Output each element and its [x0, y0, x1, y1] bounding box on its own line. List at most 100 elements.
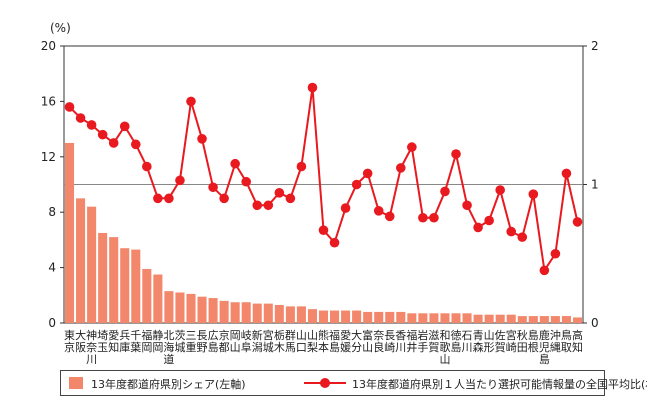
line-point [572, 217, 583, 227]
category-label: 熊 [318, 328, 329, 342]
category-label: 梨 [307, 340, 318, 354]
y-right-tick-label: 0 [591, 316, 599, 330]
line-point [506, 226, 517, 237]
category-label: 長 [197, 329, 208, 342]
y-left-tick-label: 12 [41, 150, 56, 164]
line-point [252, 200, 263, 211]
category-label: 山 [307, 329, 318, 342]
category-label: 新 [252, 328, 263, 342]
category-label: 高 [572, 328, 583, 342]
line-point [296, 161, 307, 172]
category-label: 城 [174, 341, 185, 354]
y-left-unit: (%) [50, 21, 71, 35]
bar [385, 311, 395, 323]
bar [495, 314, 505, 323]
bar [517, 316, 527, 323]
bar [429, 313, 439, 323]
category-label: 島 [528, 328, 539, 342]
category-label: 取 [561, 341, 572, 354]
y-left-tick-label: 8 [48, 205, 56, 219]
category-label: 根 [528, 340, 539, 354]
bar [131, 249, 141, 323]
bar [407, 313, 417, 323]
category-label: 山 [230, 341, 241, 354]
category-label: 北 [163, 329, 174, 342]
category-label: 山 [439, 353, 450, 366]
bar [528, 316, 538, 323]
line-point [373, 206, 384, 216]
category-label: 庫 [119, 340, 130, 354]
category-label: 奈 [373, 328, 384, 342]
category-label: 長 [384, 329, 395, 342]
bar [341, 310, 351, 323]
bar [572, 317, 583, 323]
category-label: 野 [197, 341, 208, 354]
line-point [130, 139, 141, 150]
bar [252, 303, 262, 323]
category-label: 岡 [141, 341, 152, 354]
category-label: 福 [406, 328, 417, 342]
legend-bar-swatch [69, 377, 83, 389]
bar [296, 306, 306, 323]
category-label: 手 [417, 340, 428, 354]
category-label: 口 [296, 341, 307, 354]
category-label: 馬 [285, 341, 296, 354]
category-label: 広 [208, 329, 219, 342]
y-right-tick-label: 1 [591, 178, 599, 192]
category-label: 栃 [274, 328, 285, 342]
category-label: 形 [484, 341, 495, 354]
bar [539, 316, 549, 323]
legend-line-label: 13年度都道府県別１人当たり選択可能情報量の全国平均比(右軸) [352, 378, 647, 391]
bar [175, 292, 185, 323]
bar [506, 314, 516, 323]
line-point [219, 193, 229, 204]
category-label: 川 [86, 353, 97, 366]
category-label: 分 [351, 341, 362, 354]
y-left-tick-label: 4 [48, 261, 56, 275]
line-point [175, 175, 185, 186]
line-point [362, 168, 373, 179]
category-label: 崎 [384, 340, 395, 354]
line-point [351, 179, 362, 190]
category-label: 木 [274, 341, 285, 354]
y-left-tick-label: 0 [48, 316, 56, 330]
bar [318, 310, 329, 323]
line-point [230, 158, 240, 169]
category-label: 滋 [428, 329, 439, 342]
bar [396, 311, 406, 323]
bar [64, 142, 75, 323]
bar [274, 304, 284, 323]
line-point [395, 163, 406, 173]
line-point [119, 121, 130, 132]
category-label: 茨 [174, 328, 185, 342]
category-label: 田 [517, 341, 528, 354]
category-label: 井 [406, 340, 417, 354]
category-label: 群 [285, 328, 296, 342]
category-label: 愛 [340, 329, 351, 342]
category-label: 和 [439, 329, 450, 342]
category-label: 青 [473, 329, 484, 342]
category-label: 良 [373, 340, 384, 354]
bar [197, 296, 207, 323]
bar [473, 314, 483, 323]
line-point [440, 186, 450, 197]
bar [153, 274, 163, 323]
line-point [307, 82, 318, 93]
category-label: 歌 [439, 340, 450, 354]
bar [87, 206, 97, 323]
category-label: 児 [539, 341, 550, 354]
bar [241, 302, 251, 323]
category-label: 香 [395, 329, 406, 342]
y-left-tick-label: 16 [41, 94, 56, 108]
category-label: 秋 [517, 328, 528, 342]
line-point [561, 168, 572, 179]
category-label: 川 [462, 341, 473, 354]
line-point [495, 185, 505, 195]
y-left-tick-label: 20 [41, 39, 56, 53]
category-label: 千 [130, 329, 141, 342]
bar [164, 291, 174, 323]
category-label: 山 [296, 329, 307, 342]
category-label: 奈 [86, 340, 97, 354]
line-point [550, 248, 561, 259]
